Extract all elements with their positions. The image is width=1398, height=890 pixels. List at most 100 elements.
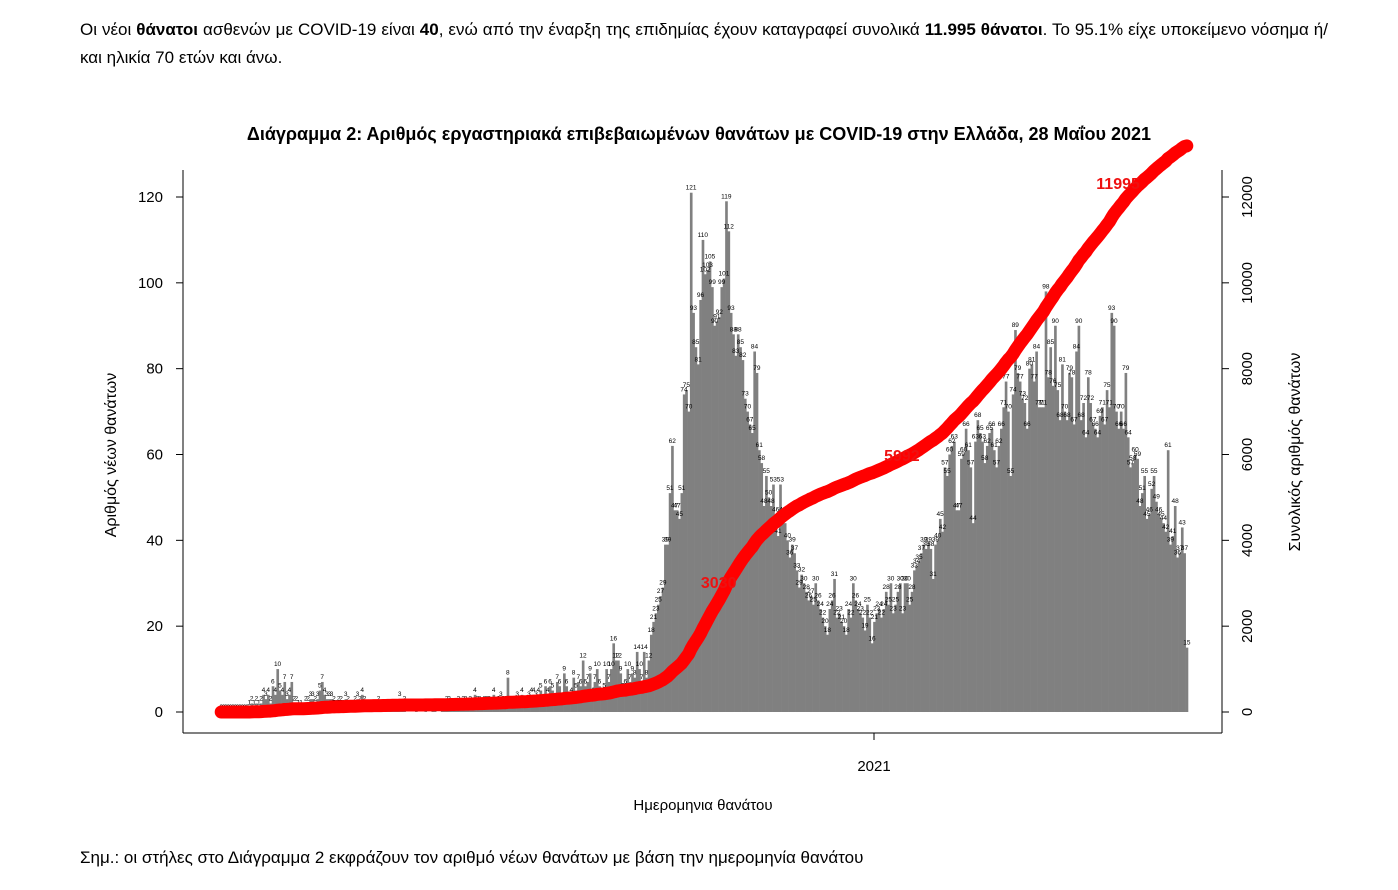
- bar: [866, 604, 869, 712]
- bar-value-label: 76: [1049, 378, 1057, 385]
- bar-value-label: 16: [610, 635, 618, 642]
- bar-value-label: 59: [1134, 451, 1142, 458]
- bar-value-label: 2: [346, 695, 350, 702]
- bar: [699, 300, 702, 712]
- bar: [844, 634, 848, 712]
- bar-value-label: 84: [1033, 344, 1041, 351]
- bar: [1129, 467, 1132, 713]
- bar-value-label: 4: [323, 687, 327, 694]
- bar-value-label: 25: [906, 597, 914, 604]
- bar-value-label: 55: [944, 468, 952, 475]
- bar-value-label: 102: [700, 266, 711, 273]
- bar: [666, 544, 670, 713]
- bar: [1039, 407, 1043, 712]
- bar-value-label: 45: [676, 511, 684, 518]
- bar: [1009, 475, 1013, 712]
- y-tick-label: 0: [155, 704, 163, 721]
- bar-value-label: 90: [1075, 318, 1083, 325]
- bar: [678, 518, 681, 713]
- bar-value-label: 91: [713, 313, 721, 320]
- bar-value-label: 1: [248, 700, 252, 707]
- bar-value-label: 2: [304, 695, 308, 702]
- intro-paragraph: Οι νέοι θάνατοι ασθενών με COVID-19 είνα…: [80, 16, 1328, 72]
- y-tick-label: 60: [146, 447, 163, 464]
- bar-value-label: 24: [845, 601, 853, 608]
- x-tick-label: 2021: [857, 758, 890, 775]
- bar-value-label: 7: [640, 674, 644, 681]
- bar: [1070, 377, 1074, 712]
- bar-value-label: 93: [690, 305, 698, 312]
- bar: [938, 518, 942, 713]
- bar-value-label: 99: [709, 279, 717, 286]
- bar-value-label: 7: [576, 674, 580, 681]
- bar: [943, 467, 947, 713]
- y2-tick-label: 10000: [1239, 262, 1256, 304]
- bar: [1007, 411, 1010, 712]
- bar-value-label: 9: [619, 665, 623, 672]
- bar-value-label: 10: [636, 661, 644, 668]
- bar: [701, 239, 705, 713]
- bar-value-label: 79: [753, 365, 761, 372]
- bar-value-label: 64: [1124, 429, 1132, 436]
- bar-value-label: 4: [287, 687, 291, 694]
- bar: [262, 694, 265, 712]
- bar: [1035, 351, 1038, 712]
- bar-value-label: 21: [650, 614, 658, 621]
- bar: [837, 613, 841, 712]
- bar-value-label: 71: [1099, 399, 1107, 406]
- bar-value-label: 119: [721, 193, 732, 200]
- bar: [1016, 372, 1020, 712]
- bar-value-label: 39: [664, 537, 672, 544]
- bar: [1018, 381, 1022, 712]
- bar-value-label: 92: [716, 309, 724, 316]
- bar: [1042, 407, 1045, 712]
- bar: [748, 424, 752, 712]
- bar: [842, 626, 846, 712]
- bar-value-label: 51: [666, 485, 674, 492]
- bar-value-label: 63: [951, 434, 959, 441]
- bar-value-label: 8: [572, 670, 576, 677]
- bar-value-label: 49: [1153, 494, 1161, 501]
- bar: [903, 583, 907, 712]
- bar: [1145, 518, 1149, 713]
- y2-tick-label: 2000: [1239, 609, 1256, 642]
- bar-value-label: 7: [283, 674, 287, 681]
- bar: [788, 557, 792, 712]
- bar-value-label: 2: [295, 695, 299, 702]
- bar-value-label: 68: [1077, 412, 1085, 419]
- bar-value-label: 78: [1045, 369, 1053, 376]
- bar-value-label: 5: [278, 683, 282, 690]
- bar-value-label: 71: [1038, 399, 1046, 406]
- bar-value-label: 55: [1150, 468, 1158, 475]
- bar-value-label: 1: [252, 700, 256, 707]
- bar: [1133, 454, 1137, 712]
- bar-value-label: 66: [998, 421, 1006, 428]
- y-tick-label: 20: [146, 618, 163, 635]
- bar-value-label: 90: [1052, 318, 1060, 325]
- bar-value-label: 93: [1108, 305, 1116, 312]
- bar-value-label: 67: [1070, 416, 1078, 423]
- bar-value-label: 41: [1169, 528, 1177, 535]
- bar-value-label: 62: [995, 438, 1003, 445]
- bar-value-label: 48: [1136, 498, 1144, 505]
- bar: [1004, 381, 1008, 712]
- bar-value-label: 23: [890, 605, 898, 612]
- bar-value-label: 5: [318, 683, 322, 690]
- intro-text: , ενώ από την έναρξη της επιδημίας έχουν…: [438, 20, 925, 39]
- bar-value-label: 45: [937, 511, 945, 518]
- bar-value-label: 4: [569, 687, 573, 694]
- bar-value-label: 90: [1110, 318, 1118, 325]
- bar: [685, 390, 688, 713]
- bar: [628, 681, 632, 712]
- bar-value-label: 39: [788, 537, 796, 544]
- bar: [946, 475, 949, 712]
- bar-value-label: 66: [1120, 421, 1128, 428]
- bar: [732, 334, 735, 712]
- bar: [729, 312, 733, 713]
- bar-value-label: 29: [796, 580, 804, 587]
- bar-value-label: 18: [648, 627, 656, 634]
- bar-value-label: 55: [1141, 468, 1149, 475]
- bar: [1002, 407, 1006, 712]
- bar: [1185, 647, 1189, 713]
- bar-value-label: 85: [737, 339, 745, 346]
